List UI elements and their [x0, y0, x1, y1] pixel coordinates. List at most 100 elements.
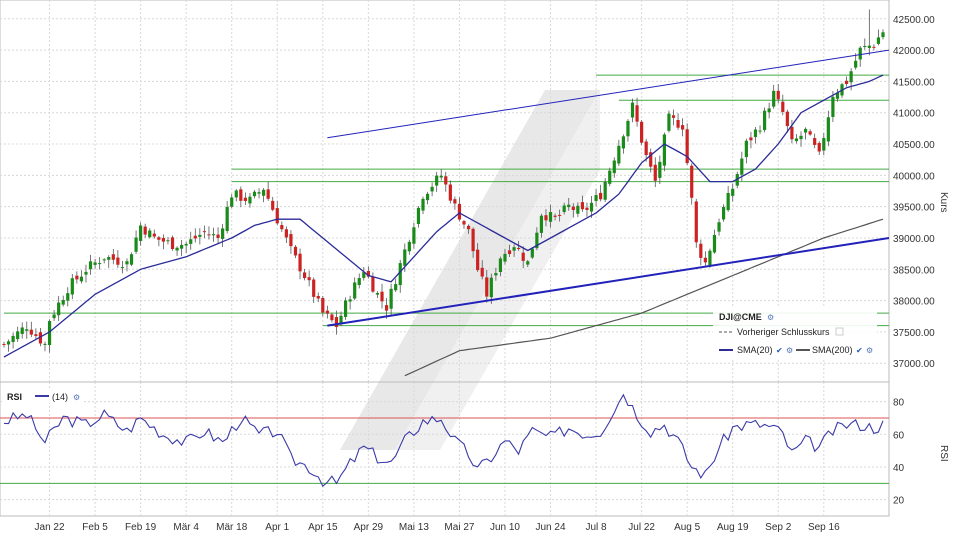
- candle-up: [52, 314, 56, 319]
- candle-down: [143, 226, 147, 235]
- candle-up: [339, 315, 343, 325]
- candle-down: [302, 272, 307, 279]
- candle-up: [772, 90, 776, 107]
- x-tick-label: Feb 5: [82, 522, 108, 533]
- rsi-tick-label: 40: [893, 463, 905, 474]
- candle-up: [594, 195, 598, 201]
- rsi-panel: 20 40 60 80: [0, 381, 905, 517]
- candle-down: [453, 199, 457, 204]
- candle-up: [57, 302, 61, 316]
- gear-icon[interactable]: ⚙: [767, 313, 774, 322]
- legend-item-sma200: SMA(200): [812, 345, 853, 355]
- candle-up: [61, 299, 65, 305]
- price-tick-label: 38500.00: [893, 265, 935, 276]
- candle-up: [184, 243, 188, 246]
- candle-up: [881, 32, 885, 38]
- rsi-tick-label: 60: [893, 430, 905, 441]
- candle-down: [325, 310, 329, 314]
- candle-up: [398, 263, 402, 286]
- candle-up: [876, 37, 881, 44]
- candle-down: [649, 152, 653, 167]
- checkmark-icon[interactable]: ✔: [776, 346, 783, 355]
- rsi-legend: RSI (14) ⚙: [3, 389, 83, 403]
- price-tick-label: 37000.00: [893, 359, 935, 370]
- candle-down: [635, 105, 639, 122]
- candle-down: [681, 125, 685, 130]
- candle-up: [16, 331, 20, 340]
- candle-down: [671, 115, 676, 118]
- gear-icon[interactable]: ⚙: [786, 346, 793, 355]
- candle-up: [494, 272, 498, 276]
- candle-up: [211, 234, 216, 236]
- candle-down: [152, 233, 156, 237]
- candle-down: [34, 334, 38, 336]
- candle-up: [562, 205, 566, 212]
- candle-up: [740, 158, 744, 175]
- gear-icon[interactable]: ⚙: [73, 393, 80, 402]
- candle-up: [47, 321, 52, 346]
- candle-up: [262, 189, 266, 196]
- candle-up: [25, 329, 29, 331]
- watermark-shape: [395, 90, 600, 450]
- candle-up: [512, 247, 516, 251]
- candle-down: [380, 291, 384, 302]
- candle-up: [667, 113, 671, 131]
- legend-item-sma20: SMA(20): [737, 345, 773, 355]
- candle-down: [280, 225, 284, 230]
- candle-up: [658, 161, 662, 178]
- candle-down: [790, 126, 794, 140]
- candle-down: [216, 234, 220, 238]
- price-tick-label: 39000.00: [893, 234, 935, 245]
- candle-up: [708, 250, 712, 266]
- candle-down: [239, 189, 243, 201]
- legend-checkbox-prev-close[interactable]: [835, 327, 844, 336]
- candle-down: [289, 234, 293, 247]
- candle-down: [699, 243, 703, 258]
- candle-down: [366, 270, 370, 277]
- candle-down: [193, 235, 197, 239]
- price-tick-label: 39500.00: [893, 203, 935, 214]
- candle-up: [134, 237, 138, 252]
- candle-up: [712, 234, 717, 253]
- watermark-shape: [340, 90, 600, 450]
- x-tick-label: Feb 19: [125, 522, 157, 533]
- candle-up: [343, 300, 348, 317]
- candle-down: [781, 101, 785, 112]
- candle-up: [858, 47, 862, 60]
- candle-up: [548, 212, 553, 222]
- candle-down: [38, 332, 43, 344]
- candle-down: [690, 165, 694, 198]
- candle-down: [293, 246, 298, 256]
- candle-up: [439, 175, 443, 178]
- candle-down: [266, 189, 270, 199]
- candle-down: [316, 296, 320, 299]
- candle-up: [425, 193, 430, 201]
- candle-up: [70, 278, 74, 295]
- checkmark-icon[interactable]: ✔: [856, 346, 863, 355]
- candle-up: [567, 204, 571, 208]
- candle-up: [849, 71, 853, 83]
- candle-down: [544, 215, 548, 221]
- candle-up: [148, 230, 152, 238]
- candle-up: [435, 175, 439, 186]
- candle-down: [521, 252, 525, 261]
- candle-down: [116, 257, 120, 265]
- candle-up: [403, 249, 407, 266]
- x-tick-label: Mai 27: [444, 522, 474, 533]
- candle-up: [589, 202, 594, 212]
- candle-down: [471, 228, 475, 252]
- gear-icon[interactable]: ⚙: [866, 346, 873, 355]
- candle-up: [626, 120, 630, 137]
- candle-up: [221, 228, 225, 239]
- candle-up: [198, 234, 202, 237]
- x-tick-label: Apr 15: [308, 522, 338, 533]
- candle-up: [257, 192, 261, 194]
- candle-up: [762, 110, 767, 131]
- candle-down: [243, 197, 247, 202]
- candle-down: [817, 142, 821, 152]
- x-tick-label: Mär 4: [173, 522, 199, 533]
- candle-up: [799, 135, 803, 140]
- candle-down: [480, 267, 484, 277]
- candle-up: [357, 278, 361, 286]
